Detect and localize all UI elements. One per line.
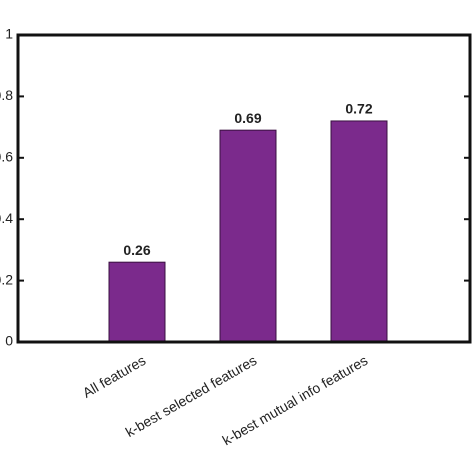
bar <box>108 261 166 343</box>
y-tick-label: 0 <box>5 333 13 349</box>
value-label: 0.26 <box>123 242 150 258</box>
plot-frame <box>16 33 472 344</box>
value-label: 0.69 <box>234 110 261 126</box>
y-tick-label: 0.6 <box>0 149 13 165</box>
x-tick-label: All features <box>80 352 149 401</box>
y-tick-label: 0.8 <box>0 87 13 103</box>
y-tick-label: 0.4 <box>0 210 13 226</box>
y-tick-label: 0.2 <box>0 271 13 287</box>
bar <box>219 129 277 343</box>
bar <box>330 120 388 343</box>
value-label: 0.72 <box>345 101 372 117</box>
y-tick-label: 1 <box>5 26 13 42</box>
